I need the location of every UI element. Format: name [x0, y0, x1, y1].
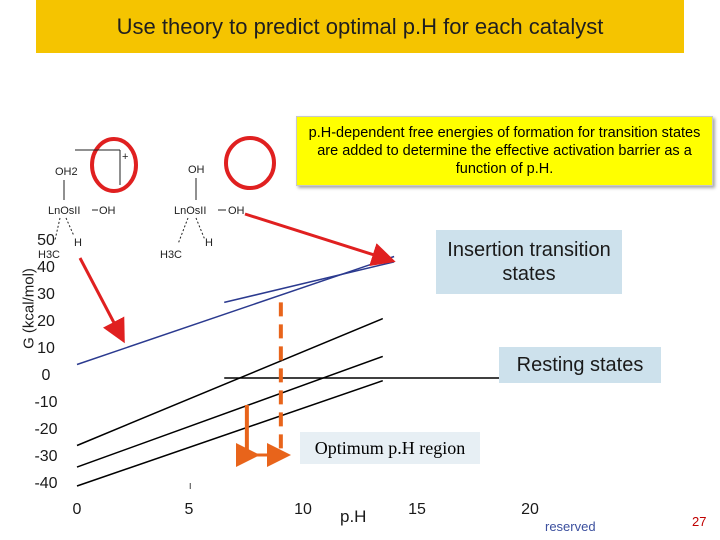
highlight-circle-right — [224, 136, 276, 190]
resting-line-2 — [76, 317, 384, 447]
insertion-label: Insertion transition states — [436, 230, 622, 294]
left-h-label: H — [74, 237, 82, 249]
right-os-label: LnOsII — [174, 205, 206, 217]
y-tick-label: 20 — [37, 313, 55, 330]
x-tick-label: 0 — [72, 501, 82, 518]
y-tick-label: -40 — [34, 475, 58, 492]
right-oh-top-label: OH — [188, 164, 205, 176]
right-structure: OH LnOsII OH H3C H — [160, 164, 245, 261]
y-tick-label: 10 — [37, 340, 55, 357]
right-oh-label: OH — [228, 205, 245, 217]
footer-text: reserved — [545, 519, 596, 534]
title-banner: Use theory to predict optimal p.H for ea… — [36, 0, 684, 53]
left-ch3-label: H3C — [38, 249, 60, 261]
right-ch3-label: H3C — [160, 249, 182, 261]
left-oh-label: OH — [99, 205, 116, 217]
arrow-structure-to-line — [78, 257, 125, 344]
insertion-line-1 — [224, 261, 395, 304]
x-axis-label: p.H — [340, 507, 367, 526]
optimum-label: Optimum p.H region — [300, 432, 480, 464]
arrow-circle-to-line — [244, 212, 396, 266]
resting-line-4 — [76, 379, 384, 487]
left-structure: OH2 LnOsII OH H3C H + — [38, 149, 128, 261]
x-tick-label: 20 — [521, 501, 539, 518]
resting-line-3 — [76, 355, 384, 468]
x-tick-label: 10 — [294, 501, 312, 518]
y-tick-label: 30 — [37, 286, 55, 303]
y-tick-label: -10 — [34, 394, 58, 411]
left-oh2-label: OH2 — [55, 166, 78, 178]
y-tick-label: 40 — [37, 259, 55, 276]
callout-note: p.H-dependent free energies of formation… — [296, 116, 713, 186]
page-number: 27 — [692, 514, 707, 529]
left-os-label: LnOsII — [48, 205, 80, 217]
y-tick-label: 0 — [41, 367, 51, 384]
highlight-circle-left — [90, 137, 138, 193]
x-tick-label: 15 — [408, 501, 426, 518]
left-charge-label: + — [122, 151, 128, 163]
y-tick-label: 50 — [37, 232, 55, 249]
y-tick-label: -20 — [34, 421, 58, 438]
slide-title: Use theory to predict optimal p.H for ea… — [116, 13, 604, 39]
y-axis-label: G (kcal/mol) — [20, 268, 38, 349]
y-tick-label: -30 — [34, 448, 58, 465]
resting-label: Resting states — [499, 347, 661, 383]
x-tick-label: 5 — [184, 501, 194, 518]
right-h-label: H — [205, 237, 213, 249]
